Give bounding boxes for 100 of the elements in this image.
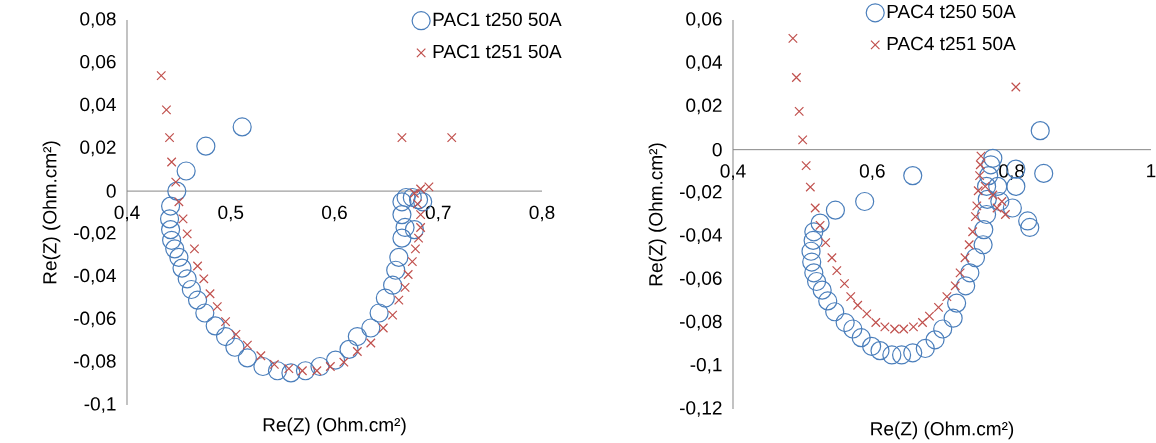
point: [967, 226, 978, 237]
y-tick-label: 0,08: [80, 12, 116, 28]
point: [988, 190, 998, 200]
y-tick-label: 0,02: [80, 140, 116, 157]
point: [177, 269, 197, 289]
point: [852, 300, 863, 311]
y-tick-label: -0,04: [74, 268, 116, 285]
point: [387, 310, 398, 320]
point: [797, 135, 808, 145]
point: [165, 239, 185, 259]
y-tick-label: -0,1: [84, 397, 116, 413]
x-tick-label: 0,4: [720, 164, 746, 180]
point: [974, 170, 985, 181]
y-tick-label: -0,08: [680, 314, 722, 331]
point: [804, 222, 824, 242]
y-tick-label: -0,1: [690, 357, 722, 374]
y-tick-label: 0,06: [80, 54, 116, 71]
point: [810, 213, 830, 233]
point: [870, 317, 881, 328]
point: [172, 258, 192, 278]
point: [220, 316, 231, 327]
point: [167, 181, 187, 201]
point: [791, 72, 802, 83]
point: [164, 132, 175, 143]
point: [396, 187, 416, 208]
x-tick-label: 0,7: [425, 205, 451, 222]
point: [804, 263, 824, 283]
y-tick-label: -0,04: [680, 228, 722, 244]
point: [970, 211, 981, 222]
point: [369, 303, 389, 323]
point: [400, 282, 410, 293]
point: [195, 303, 215, 323]
point: [392, 192, 412, 212]
point: [862, 336, 882, 356]
point: [960, 263, 980, 283]
point: [159, 209, 180, 229]
point: [160, 220, 181, 240]
point: [386, 260, 406, 280]
point: [402, 187, 422, 208]
point: [413, 233, 424, 243]
point: [825, 302, 845, 322]
y-tick-label: -0,12: [680, 401, 722, 417]
point: [933, 302, 944, 313]
legend-label: PAC4 t250 50A: [887, 4, 1016, 19]
point: [950, 280, 961, 291]
point: [383, 275, 403, 295]
point: [196, 136, 216, 156]
point: [1018, 211, 1038, 231]
point: [976, 151, 986, 161]
y-tick-label: 0,02: [686, 98, 722, 115]
point: [256, 350, 266, 361]
point: [176, 161, 196, 181]
point: [1011, 82, 1021, 92]
point: [232, 117, 252, 137]
point: [820, 237, 831, 248]
point: [845, 291, 856, 302]
y-tick-label: -0,06: [680, 271, 722, 288]
point: [375, 288, 395, 308]
point: [160, 196, 181, 216]
point: [1020, 217, 1040, 238]
point: [924, 311, 935, 321]
point: [917, 317, 928, 328]
point: [992, 203, 1002, 213]
point: [979, 165, 999, 186]
point: [971, 201, 982, 211]
point: [956, 276, 976, 296]
y-tick-label: -0,08: [74, 354, 116, 371]
x-axis-title: Re(Z) (Ohm.cm²): [871, 421, 1014, 440]
point: [903, 343, 923, 363]
point: [947, 293, 967, 313]
point: [903, 165, 923, 186]
point: [446, 132, 457, 143]
point: [212, 301, 223, 312]
point: [851, 328, 871, 348]
point: [1002, 198, 1022, 218]
point: [943, 308, 963, 328]
point: [891, 345, 912, 365]
y-tick-label: 0,04: [686, 55, 722, 72]
point: [825, 200, 846, 220]
point: [974, 220, 994, 240]
point: [964, 239, 975, 250]
point: [807, 271, 827, 292]
point: [403, 269, 414, 280]
point: [325, 361, 336, 372]
point: [802, 252, 822, 272]
legend-label: PAC4 t251 50A: [887, 36, 1016, 51]
point: [389, 247, 409, 267]
point: [392, 205, 412, 225]
point: [269, 359, 280, 370]
x-tick-label: 0,5: [218, 205, 244, 222]
point: [861, 309, 872, 319]
point: [181, 279, 201, 300]
point: [365, 338, 376, 348]
point: [870, 341, 890, 361]
point: [407, 256, 418, 267]
point: [803, 230, 823, 251]
point: [397, 132, 407, 143]
point: [237, 348, 257, 368]
y-tick-label: -0,02: [74, 226, 116, 242]
y-tick-label: -0,06: [74, 311, 116, 328]
